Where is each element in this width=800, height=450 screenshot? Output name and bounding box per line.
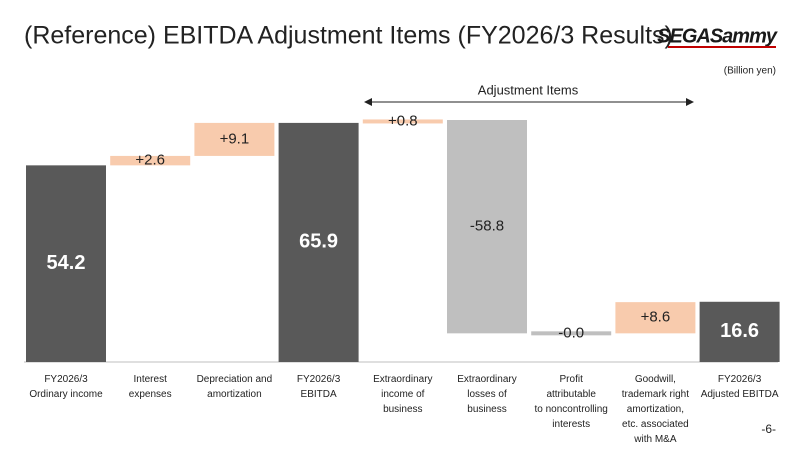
logo: SEGASammy — [657, 25, 778, 47]
value-label: +0.8 — [388, 112, 418, 129]
bar — [699, 301, 780, 362]
value-label: 16.6 — [720, 320, 759, 342]
title: (Reference) EBITDA Adjustment Items (FY2… — [24, 22, 673, 50]
value-label: 65.9 — [299, 231, 338, 253]
page-number: -6- — [761, 422, 776, 436]
bar — [194, 122, 275, 156]
value-label: -58.8 — [470, 218, 504, 235]
category-label: Goodwill, trademark right amortization, … — [621, 374, 690, 445]
category-label: Extraordinary income of business — [373, 374, 433, 415]
annotation: Adjustment Items — [478, 82, 579, 97]
value-label: 54.2 — [47, 252, 86, 274]
category-label: Extraordinary losses of business — [457, 374, 517, 415]
bar — [362, 119, 443, 124]
bar — [26, 165, 106, 362]
bar — [447, 120, 527, 334]
value-label: +9.1 — [220, 130, 250, 147]
bar — [278, 122, 359, 362]
category-label: FY2026/3 Adjusted EBITDA — [700, 374, 779, 400]
value-label: +2.6 — [135, 152, 165, 169]
value-label: -0.0 — [558, 324, 584, 341]
bar — [615, 302, 696, 334]
category-label: FY2026/3 EBITDA — [296, 374, 341, 400]
bar — [531, 331, 612, 336]
category-label: Interest expenses — [128, 374, 172, 400]
category-label: Profit attributable to noncontrolling in… — [534, 374, 608, 430]
category-label: FY2026/3 Ordinary income — [29, 374, 103, 400]
category-label: Depreciation and amortization — [196, 374, 273, 400]
unit: (Billion yen) — [724, 66, 776, 77]
bar — [110, 155, 191, 166]
value-label: +8.6 — [641, 309, 671, 326]
